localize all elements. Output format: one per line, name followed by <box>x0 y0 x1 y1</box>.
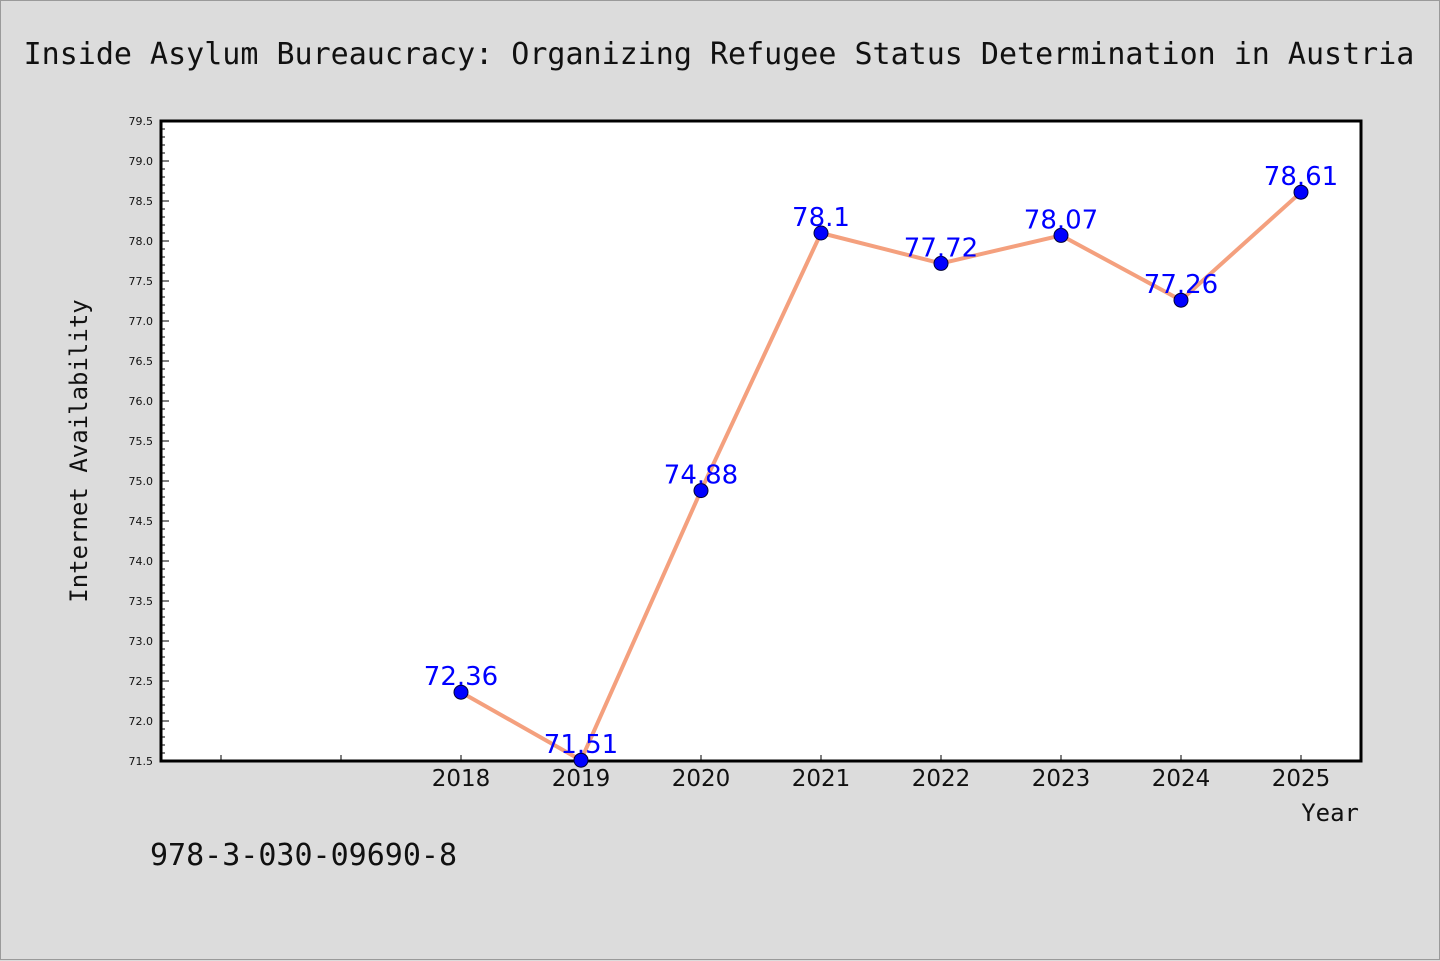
series-markers <box>453 184 1309 768</box>
x-tick-label: 2024 <box>1152 766 1211 792</box>
data-label: 71.51 <box>544 730 618 760</box>
y-tick-label: 78.5 <box>129 195 154 208</box>
data-label: 77.26 <box>1144 270 1218 300</box>
y-axis-ticks <box>161 120 169 762</box>
y-tick-label: 73.0 <box>129 635 154 648</box>
x-axis-tick-labels: 2018 2019 2020 2021 2022 2023 2024 2025 <box>432 766 1331 792</box>
data-point <box>693 483 709 499</box>
y-axis-tick-labels: 71.5 72.0 72.5 73.0 73.5 74.0 74.5 75.0 75.5 76.0… <box>129 115 154 768</box>
y-tick-label: 76.0 <box>129 395 154 408</box>
y-tick-label: 75.0 <box>129 475 154 488</box>
y-tick-label: 77.0 <box>129 315 154 328</box>
y-tick-label: 79.0 <box>129 155 154 168</box>
data-point <box>1053 227 1069 243</box>
data-point <box>1173 292 1189 308</box>
data-point <box>453 684 469 700</box>
data-point <box>573 752 589 768</box>
series-line <box>460 190 1303 763</box>
y-tick-label: 76.5 <box>129 355 154 368</box>
y-tick-label: 78.0 <box>129 235 154 248</box>
x-tick-label: 2025 <box>1272 766 1331 792</box>
x-axis-label: Year <box>1301 799 1359 827</box>
y-tick-label: 73.5 <box>129 595 154 608</box>
x-tick-label: 2023 <box>1032 766 1091 792</box>
data-point <box>1293 184 1309 200</box>
x-tick-label: 2020 <box>672 766 731 792</box>
data-point <box>933 255 949 271</box>
data-label: 72.36 <box>424 662 498 692</box>
plot-area <box>159 119 1363 763</box>
y-tick-label: 72.5 <box>129 675 154 688</box>
x-axis-ticks <box>220 755 1302 761</box>
y-tick-label: 74.0 <box>129 555 154 568</box>
data-label: 74.88 <box>664 461 738 491</box>
y-tick-label: 74.5 <box>129 515 154 528</box>
data-label: 78.07 <box>1024 205 1098 235</box>
data-label: 78.61 <box>1264 162 1338 192</box>
data-point <box>813 225 829 241</box>
y-tick-label: 79.5 <box>129 115 154 128</box>
y-axis-label: Internet Availability <box>65 299 93 602</box>
data-label: 78.1 <box>792 203 850 233</box>
y-tick-label: 77.5 <box>129 275 154 288</box>
x-tick-label: 2022 <box>912 766 971 792</box>
y-tick-label: 72.0 <box>129 715 154 728</box>
isbn-footer: 978-3-030-09690-8 <box>150 838 457 873</box>
x-tick-label: 2021 <box>792 766 851 792</box>
chart-title: Inside Asylum Bureaucracy: Organizing Re… <box>24 37 1415 72</box>
x-tick-label: 2018 <box>432 766 491 792</box>
data-labels: 72.36 71.51 74.88 78.1 77.72 78.07 77.26 78.61 <box>424 162 1338 760</box>
y-tick-label: 75.5 <box>129 435 154 448</box>
x-tick-label: 2019 <box>552 766 611 792</box>
data-label: 77.72 <box>904 233 978 263</box>
y-tick-label: 71.5 <box>129 755 154 768</box>
